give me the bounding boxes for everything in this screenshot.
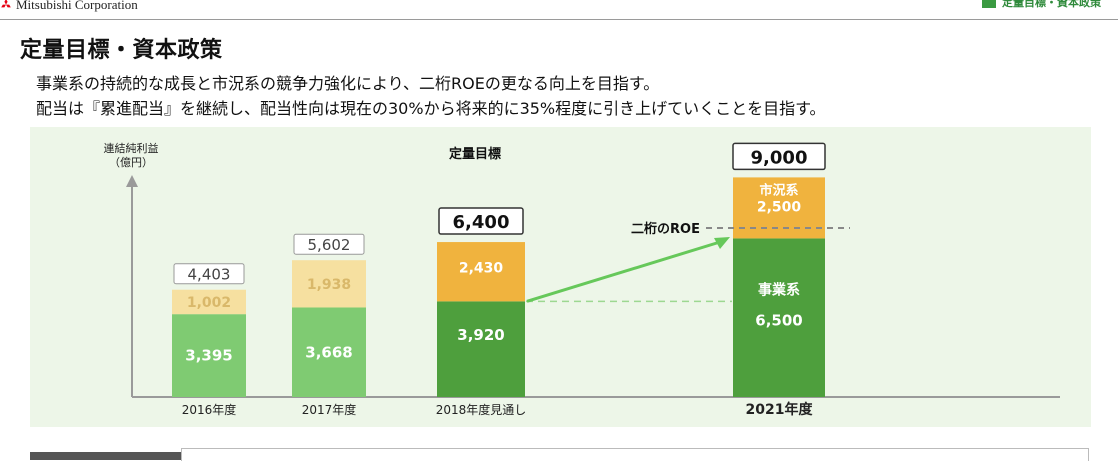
section-label: 定量目標 [448, 146, 501, 162]
total-label-2: 6,400 [453, 212, 510, 233]
company-logo: Mitsubishi Corporation [0, 0, 138, 13]
bar-business-1 [292, 307, 366, 397]
bar-market-0 [172, 289, 246, 315]
total-label-1: 5,602 [308, 236, 351, 254]
three-diamonds-icon [1, 0, 11, 8]
bar-business-3 [733, 238, 825, 397]
data-label-business-2: 3,920 [457, 326, 504, 344]
section-marker [982, 0, 996, 8]
y-axis-unit: （億円） [109, 156, 153, 169]
section-tag: 定量目標・資本政策 [982, 0, 1118, 8]
bar-business-0 [172, 314, 246, 397]
y-axis-arrowhead [126, 175, 138, 187]
x-tick-label-1: 2017年度 [302, 402, 357, 417]
total-box-0 [173, 263, 245, 285]
growth-arrow-line [526, 240, 721, 303]
total-label-3: 9,000 [751, 147, 808, 168]
data-label-business-1: 3,668 [305, 343, 352, 361]
total-label-0: 4,403 [188, 266, 231, 284]
data-label-business-3: 6,500 [755, 311, 802, 329]
market-series-name: 市況系 [759, 182, 798, 198]
x-tick-label-0: 2016年度 [182, 402, 237, 417]
data-label-market-0: 1,002 [187, 295, 231, 311]
data-label-market-3: 2,500 [757, 199, 802, 215]
total-box-2 [438, 207, 524, 235]
total-box-3 [732, 142, 826, 171]
roe-label: 二桁のROE [631, 221, 700, 237]
next-section-tab [30, 452, 182, 460]
total-box-1 [293, 233, 365, 255]
x-tick-label-3: 2021年度 [746, 401, 814, 418]
bar-market-1 [292, 260, 366, 308]
next-section-strip [0, 440, 1118, 461]
x-tick-label-2: 2018年度見通し [436, 402, 527, 417]
data-label-business-0: 3,395 [185, 347, 232, 365]
header-rule [0, 19, 1118, 20]
header: Mitsubishi Corporation 定量目標・資本政策 [0, 0, 1118, 18]
subtitle-line-2: 配当は『累進配当』を継続し、配当性向は現在の30%から将来的に35%程度に引き上… [36, 99, 826, 118]
bar-business-2 [437, 301, 525, 397]
page-title: 定量目標・資本政策 [20, 38, 223, 63]
bar-market-2 [437, 242, 525, 302]
next-section-box [181, 448, 1089, 461]
data-label-market-2: 2,430 [459, 261, 504, 277]
subtitle-line-1: 事業系の持続的な成長と市況系の競争力強化により、二桁ROEの更なる向上を目指す。 [36, 74, 660, 93]
chart-panel: 連結純利益 （億円） 定量目標 3,395 1,002 4,403 2016年度 3,668 1… [30, 127, 1091, 427]
company-name: Mitsubishi Corporation [16, 0, 138, 12]
business-series-name: 事業系 [758, 281, 800, 298]
profit-target-chart: 連結純利益（億円） 定量目標 3,395 1,002 4,403 2016年度 3,668 1… [104, 141, 1060, 418]
y-axis-label: 連結純利益 [104, 141, 159, 155]
section-tag-label: 定量目標・資本政策 [1002, 0, 1101, 8]
growth-arrow-head [714, 237, 730, 249]
data-label-market-1: 1,938 [307, 277, 351, 293]
